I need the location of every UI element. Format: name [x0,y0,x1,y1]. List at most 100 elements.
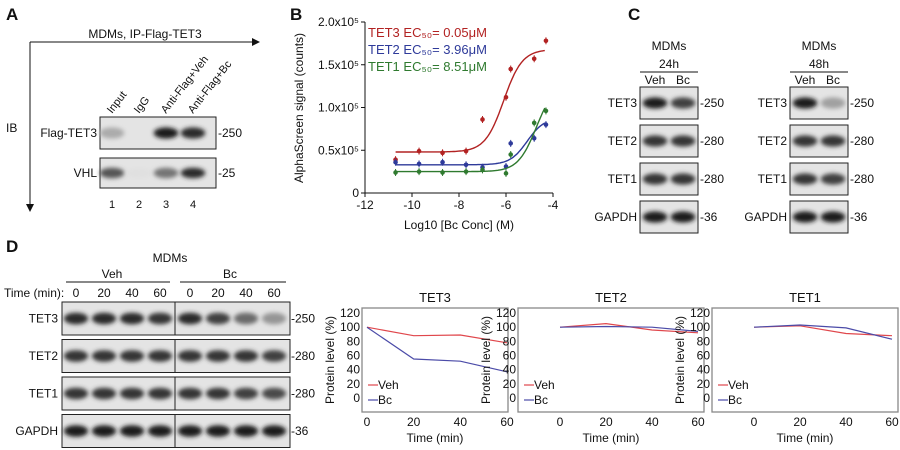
data-point [503,171,509,176]
blot-tet2 [61,339,291,373]
y-tick-label: 80 [347,334,361,348]
protein-band [261,312,287,325]
mw-marker: -280 [850,134,874,148]
blot-label: GAPDH [744,210,787,224]
time-point: 0 [187,286,194,300]
blot-gapdh [639,200,699,234]
protein-band [180,127,206,139]
time-point: 20 [211,286,225,300]
y-tick-label: 20 [503,377,517,391]
data-point [440,159,445,165]
group-title: MDMs [802,39,837,53]
y-axis-label: Protein level (%) [323,316,337,404]
data-point [463,162,469,168]
protein-band [820,135,846,147]
mw-marker: -280 [700,134,724,148]
data-point [463,148,469,154]
y-tick-label: 100 [690,320,710,334]
blot-flag-tet3 [99,116,217,150]
y-tick-label: 60 [347,349,361,363]
y-tick-label: 0 [353,391,360,405]
panel-label-a: A [6,5,18,24]
mw-marker: -250 [850,96,874,110]
blot-label: TET2 [758,134,788,148]
protein-band [177,425,203,437]
y-tick-label: 0 [703,391,710,405]
blot-label: TET1 [29,387,59,401]
y-tick-label: 40 [347,363,361,377]
legend-entry: Veh [378,378,399,392]
x-tick-label: 60 [691,415,705,429]
protein-band [63,312,89,325]
protein-band [233,425,259,437]
blot-tet3 [639,86,699,120]
x-tick-label: 40 [645,415,659,429]
blot-tet2 [639,124,699,158]
protein-band [119,350,145,362]
y-tick-label: 60 [503,349,517,363]
blot-tet3 [789,86,849,120]
legend-entry: TET3 EC₅₀= 0.05μM [368,25,487,40]
x-tick-label: 20 [599,415,613,429]
plot-frame [711,307,899,413]
y-tick-label: 100 [496,320,516,334]
x-tick-label: 20 [793,415,807,429]
y-axis-label: Protein level (%) [479,316,493,404]
data-point [503,94,509,100]
x-axis-label: Time (min) [777,431,834,445]
y-tick-label: 100 [340,320,360,334]
data-point [440,170,445,175]
legend-entry: Bc [534,393,548,407]
blot-label: VHL [74,166,98,180]
data-point [508,66,513,72]
data-point [531,135,537,141]
time-point: 48h [809,57,829,71]
protein-band [147,425,173,437]
protein-band [63,387,89,400]
protein-band [670,173,696,185]
protein-band [820,173,846,185]
lane-label: Input [105,89,130,116]
protein-band [91,350,117,362]
condition-veh: Veh [102,267,123,281]
data-point [480,117,485,122]
mw-marker: -280 [850,172,874,186]
protein-band [261,350,287,362]
condition-label: Bc [676,73,690,87]
panel-label-c: C [628,5,640,24]
blot-tet3 [61,301,291,336]
protein-band [177,350,203,362]
time-point: 24h [659,57,679,71]
protein-band [670,135,696,147]
blot-label: TET2 [608,134,638,148]
data-point [508,152,513,157]
mw-marker: -280 [291,349,315,363]
x-tick-label: 0 [557,415,564,429]
x-tick-label: -8 [454,198,465,212]
lane-number: 1 [109,199,115,211]
protein-band [642,135,668,147]
blot-label: Flag-TET3 [40,126,97,140]
data-point [393,159,398,165]
x-tick-label: 0 [364,415,371,429]
mw-marker: -280 [291,387,315,401]
lane-number: 4 [190,199,196,211]
y-tick-label: 0 [509,391,516,405]
blot-label: TET1 [608,172,638,186]
x-tick-label: -10 [403,198,421,212]
mw-marker: -36 [700,210,718,224]
x-axis-label: Log10 [Bc Conc] (M) [404,218,514,232]
protein-band [153,167,179,179]
y-tick-label: 0 [352,186,359,200]
series-line-bc [753,324,893,340]
protein-band [63,350,89,362]
x-tick-label: 0 [751,415,758,429]
legend-entry: Bc [378,393,392,407]
data-point [416,148,422,154]
protein-band [99,167,125,179]
condition-label: Veh [795,73,816,87]
series-line-veh [366,326,508,344]
protein-band [233,350,259,362]
time-point: 60 [153,286,167,300]
